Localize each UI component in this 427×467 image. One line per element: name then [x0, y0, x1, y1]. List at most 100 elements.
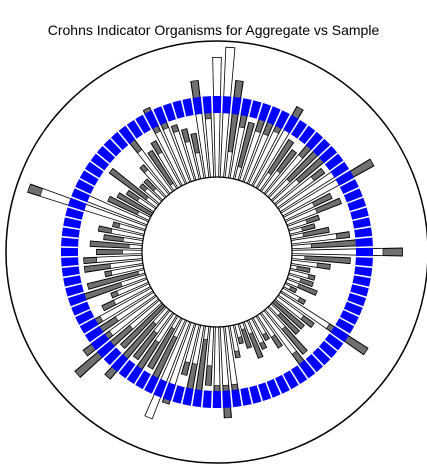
ring-segment [324, 333, 344, 351]
ring-segment [65, 207, 84, 220]
sample-bar [181, 361, 191, 376]
ring-layer [61, 96, 373, 408]
ring-segment [90, 333, 110, 351]
ring-segment [61, 227, 80, 238]
sample-bar [83, 257, 98, 264]
ring-segment [71, 188, 91, 203]
sample-bar [310, 168, 325, 182]
sample-bar [382, 247, 403, 257]
ring-segment [354, 266, 373, 277]
ring-segment [103, 347, 122, 366]
ring-segment [330, 161, 350, 178]
ring-segment [172, 385, 185, 404]
sample-bar [315, 198, 342, 214]
sample-bar [297, 283, 318, 296]
ring-segment [222, 96, 232, 114]
ring-segment [67, 293, 87, 307]
ring-segment [283, 370, 299, 390]
sample-bar [181, 128, 191, 143]
ring-segment [258, 102, 272, 122]
sample-bar [104, 270, 113, 277]
sample-bar [248, 332, 264, 359]
sample-bar [103, 234, 124, 242]
sample-bar [300, 315, 315, 328]
sample-bar [143, 178, 157, 192]
ring-segment [162, 102, 176, 122]
sample-bar [205, 365, 213, 386]
ring-segment [153, 378, 168, 398]
ring-segment [75, 179, 95, 194]
sample-bar [304, 255, 351, 264]
aggregate-bar [212, 57, 222, 178]
ring-segment [347, 293, 367, 307]
ring-segment [355, 247, 373, 257]
sample-bar [171, 124, 179, 133]
ring-segment [318, 145, 338, 164]
ring-segment [240, 387, 252, 406]
ring-segment [202, 96, 212, 114]
ring-segment [212, 390, 222, 408]
sample-bar [133, 330, 158, 360]
ring-segment [343, 188, 363, 203]
sample-bar [83, 263, 112, 273]
sample-bar [307, 274, 316, 281]
ring-segment [103, 138, 122, 157]
ring-segment [144, 374, 159, 394]
ring-segment [79, 318, 99, 334]
ring-segment [312, 138, 331, 157]
inner-hole-circle [141, 176, 293, 328]
ring-segment [65, 284, 84, 297]
outer-boundary-circle [5, 40, 427, 464]
ring-segment [71, 301, 91, 316]
sample-bar [234, 350, 241, 359]
sample-bar [109, 168, 149, 201]
sample-bar [237, 122, 255, 168]
ring-segment [172, 100, 185, 119]
ring-segment [79, 170, 99, 186]
sample-bar [312, 193, 333, 207]
sample-bar [96, 249, 123, 255]
ring-segment [84, 161, 104, 178]
ring-segment [258, 382, 272, 402]
ring-segment [192, 389, 203, 408]
ring-segment [298, 125, 316, 145]
ring-segment [126, 365, 143, 385]
ring-segment [96, 145, 116, 164]
ring-segment [118, 125, 136, 145]
sample-bar [301, 223, 316, 232]
ring-segment [339, 179, 359, 194]
ring-segment [144, 110, 159, 130]
sample-bar [87, 271, 140, 290]
ring-segment [110, 131, 129, 151]
sample-bar [126, 190, 140, 202]
ring-segment [110, 353, 129, 373]
ring-segment [298, 359, 316, 379]
sample-bar [297, 297, 306, 305]
ring-segment [347, 197, 367, 211]
ring-segment [350, 207, 369, 220]
sample-bar [147, 326, 175, 370]
ring-segment [90, 153, 110, 171]
ring-segment [231, 389, 242, 408]
ring-segment [305, 353, 324, 373]
ring-segment [318, 340, 338, 359]
ring-segment [222, 390, 232, 408]
ring-segment [305, 131, 324, 151]
ring-segment [249, 385, 262, 404]
sample-bar [277, 312, 300, 335]
ring-segment [354, 227, 373, 238]
ring-segment [118, 359, 136, 379]
ring-segment [275, 374, 290, 394]
ring-segment [335, 170, 355, 186]
ring-segment [339, 310, 359, 325]
ring-segment [61, 247, 79, 257]
ring-segment [212, 96, 222, 114]
sample-bar [112, 221, 121, 229]
sample-bar [288, 286, 298, 293]
sample-bar [302, 227, 330, 237]
sample-bar [276, 149, 297, 174]
sample-bar [98, 225, 113, 234]
sample-bar [270, 334, 283, 349]
sample-bar [139, 164, 149, 174]
